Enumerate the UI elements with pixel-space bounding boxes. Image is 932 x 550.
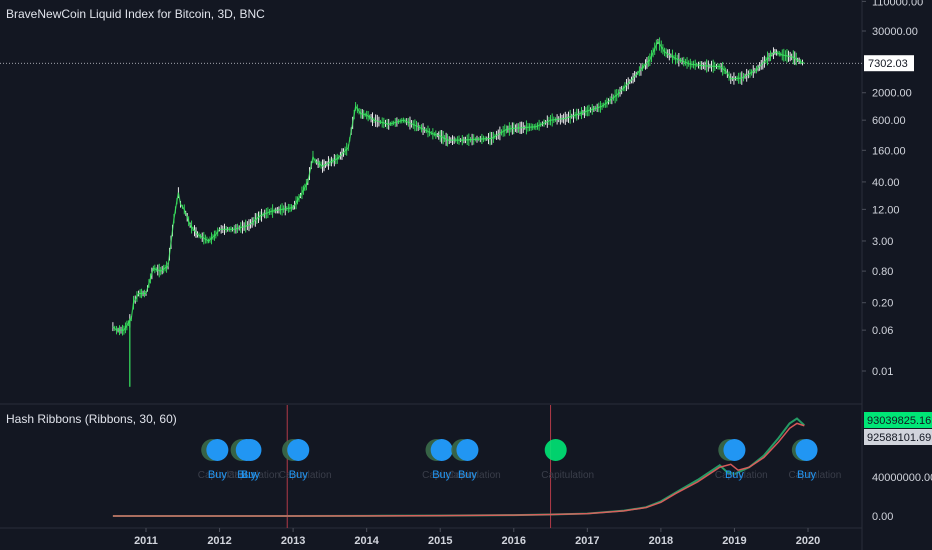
capitulation-text: Capitulation — [715, 470, 768, 481]
indicator-title: Hash Ribbons (Ribbons, 30, 60) — [6, 412, 177, 426]
y-tick-label: 40.00 — [872, 177, 900, 189]
buy-text: Buy — [208, 469, 227, 481]
y-tick-label: 110000.00 — [872, 0, 923, 8]
x-tick-label: 2019 — [722, 535, 746, 547]
y-tick-label: 0.80 — [872, 266, 893, 278]
ribbon-fast-label-bg — [864, 412, 932, 428]
buy-text: Buy — [237, 469, 256, 481]
buy-text: Buy — [241, 469, 260, 481]
chart-title: BraveNewCoin Liquid Index for Bitcoin, 3… — [6, 7, 265, 21]
buy-text: Buy — [725, 469, 744, 481]
buy-dot — [795, 439, 818, 461]
capitulation-text: Capitulation — [788, 470, 841, 481]
buy-dot — [430, 439, 453, 461]
buy-text: Buy — [458, 469, 477, 481]
y-tick-label: 30000.00 — [872, 26, 918, 38]
capitulation-text: Capitulation — [541, 470, 594, 481]
buy-dot — [239, 439, 262, 461]
x-tick-label: 2014 — [354, 535, 379, 547]
x-tick-label: 2020 — [796, 535, 820, 547]
ribbon-fast-line — [112, 417, 806, 517]
buy-dot — [723, 439, 746, 461]
buy-dot — [206, 439, 229, 461]
capitulation-text: Capitulation — [227, 470, 280, 481]
capitulation-text: Capitulation — [448, 470, 501, 481]
x-tick-label: 2011 — [134, 535, 158, 547]
x-tick-label: 2012 — [207, 535, 231, 547]
y-tick-label: 600.00 — [872, 115, 906, 127]
capitulation-dot — [544, 439, 567, 461]
ribbon-slow-label-bg — [864, 429, 932, 445]
x-tick-label: 2017 — [575, 535, 599, 547]
buy-text: Buy — [797, 469, 816, 481]
x-tick-label: 2015 — [428, 535, 452, 547]
y-tick-label: 12.00 — [872, 204, 900, 216]
x-tick-label: 2016 — [502, 535, 526, 547]
ribbon-fast-label: 93039825.16 — [867, 415, 931, 427]
buy-text: Buy — [432, 469, 451, 481]
hash-ribbon-series — [112, 417, 806, 517]
y-tick-label: 3.00 — [872, 236, 893, 248]
capitulation-text: Capitulation — [198, 470, 251, 481]
indicator-y-tick-label: 0.00 — [872, 511, 893, 523]
y-tick-label: 0.20 — [872, 298, 893, 310]
buy-dot — [287, 439, 310, 461]
x-tick-label: 2013 — [281, 535, 305, 547]
buy-text: Buy — [289, 469, 308, 481]
y-tick-label: 2000.00 — [872, 88, 912, 100]
capitulation-text: Capitulation — [279, 470, 332, 481]
buy-dot — [456, 439, 479, 461]
ribbon-slow-line — [112, 422, 805, 517]
price-series — [112, 37, 805, 387]
y-tick-label: 160.00 — [872, 145, 906, 157]
indicator-y-tick-label: 40000000.00 — [872, 472, 932, 484]
axes: 110000.00 30000.00 2000.00 600.00 160.00 40.0… — [134, 0, 932, 547]
grid — [0, 0, 863, 550]
ribbon-slow-label: 92588101.69 — [867, 432, 931, 444]
capitulation-text: Capitulation — [422, 470, 475, 481]
last-price-label-bg — [864, 55, 914, 72]
price-line — [112, 40, 805, 331]
y-tick-label: 0.06 — [872, 325, 893, 337]
x-tick-label: 2018 — [649, 535, 673, 547]
y-tick-label: 0.01 — [872, 366, 893, 378]
last-price-label: 7302.03 — [868, 58, 908, 70]
